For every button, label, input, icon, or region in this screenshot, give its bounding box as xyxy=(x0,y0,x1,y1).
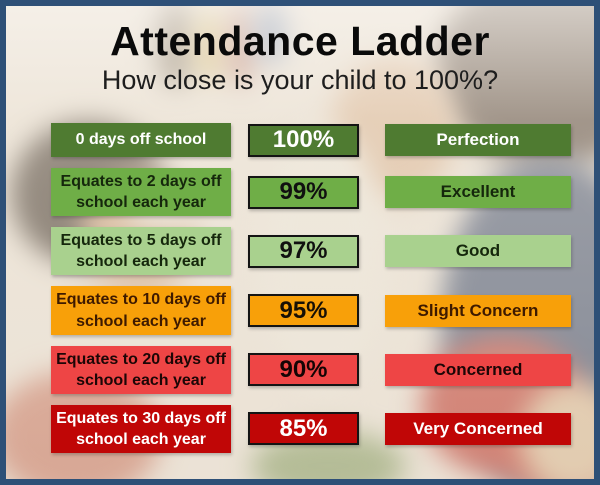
days-cell: Equates to 10 days off school each year xyxy=(51,286,231,335)
status-cell: Concerned xyxy=(385,353,571,386)
days-cell: 0 days off school xyxy=(51,123,231,157)
ladder-row-95: Equates to 10 days off school each year … xyxy=(51,286,571,335)
percent-cell: 100% xyxy=(248,123,359,157)
attendance-ladder-table: 0 days off school 100% Perfection Equate… xyxy=(51,123,571,454)
percent-cell: 90% xyxy=(248,353,359,387)
ladder-row-97: Equates to 5 days off school each year 9… xyxy=(51,227,571,276)
days-cell: Equates to 30 days off school each year xyxy=(51,404,231,454)
percent-cell: 95% xyxy=(248,294,359,328)
ladder-row-99: Equates to 2 days off school each year 9… xyxy=(51,168,571,217)
percent-cell: 97% xyxy=(248,234,359,268)
status-cell: Good xyxy=(385,235,571,268)
status-cell: Excellent xyxy=(385,176,571,209)
status-cell: Perfection xyxy=(385,124,571,156)
days-cell: Equates to 20 days off school each year xyxy=(51,345,231,394)
ladder-row-100: 0 days off school 100% Perfection xyxy=(51,123,571,157)
percent-cell: 99% xyxy=(248,175,359,209)
poster-title: Attendance Ladder xyxy=(110,18,490,64)
status-cell: Very Concerned xyxy=(385,412,571,445)
days-cell: Equates to 2 days off school each year xyxy=(51,168,231,217)
ladder-row-85: Equates to 30 days off school each year … xyxy=(51,404,571,454)
percent-cell: 85% xyxy=(248,412,359,446)
status-cell: Slight Concern xyxy=(385,294,571,327)
poster-subtitle: How close is your child to 100%? xyxy=(101,65,499,96)
ladder-row-90: Equates to 20 days off school each year … xyxy=(51,345,571,394)
days-cell: Equates to 5 days off school each year xyxy=(51,227,231,276)
